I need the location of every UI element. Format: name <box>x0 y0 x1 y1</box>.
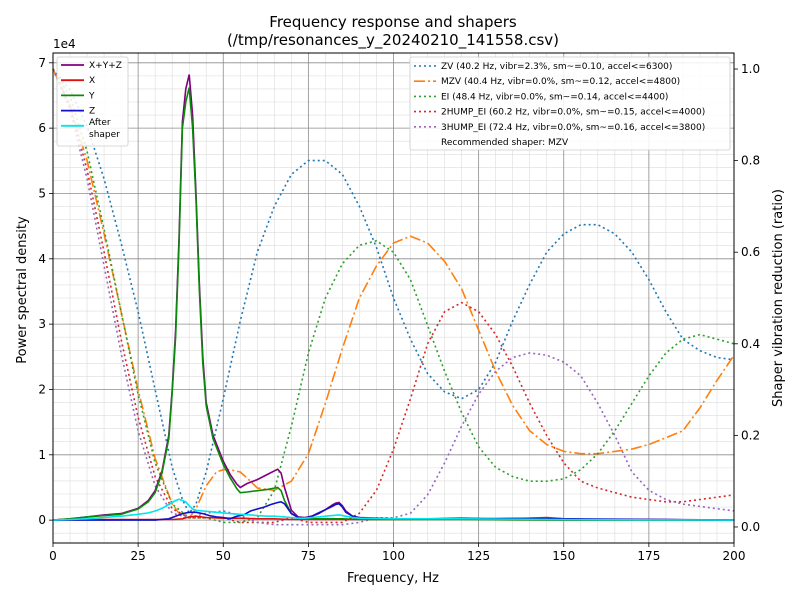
y2-tick-label: 0.2 <box>741 428 760 442</box>
y-tick-label: 7 <box>38 56 46 70</box>
y-tick-label: 0 <box>38 513 46 527</box>
legend-left-label: After <box>89 118 111 128</box>
legend-left-box <box>56 56 129 147</box>
y-tick-label: 2 <box>38 382 46 396</box>
x-tick-label: 0 <box>49 549 57 563</box>
y-axis-label: Power spectral density <box>15 216 30 364</box>
shaper-series-line <box>52 68 735 515</box>
y-tick-label: 4 <box>38 252 46 266</box>
series-layer <box>52 68 735 526</box>
legend-right-box <box>409 56 731 151</box>
y-offset-label: 1e4 <box>53 37 76 51</box>
legend-right-label: EI (48.4 Hz, vibr=0.0%, sm~=0.14, accel<… <box>441 92 668 102</box>
shaper-series-line <box>52 68 735 524</box>
x-tick-label: 200 <box>723 549 746 563</box>
x-tick-label: 100 <box>382 549 405 563</box>
legend-right-label: 3HUMP_EI (72.4 Hz, vibr=0.0%, sm~=0.16, … <box>441 123 705 133</box>
shaper-series-line <box>52 68 735 519</box>
x-tick-label: 50 <box>216 549 231 563</box>
legend-left-label: X <box>89 76 95 86</box>
y2-tick-label: 0.8 <box>741 154 760 168</box>
recommended-shaper-text: Recommended shaper: MZV <box>441 138 569 148</box>
x-tick-label: 75 <box>301 549 316 563</box>
y2-tick-label: 0.0 <box>741 520 760 534</box>
x-axis-label: Frequency, Hz <box>347 571 439 586</box>
legend-right-label: ZV (40.2 Hz, vibr=2.3%, sm~=0.10, accel<… <box>441 62 672 72</box>
y2-tick-label: 0.4 <box>741 337 760 351</box>
y-tick-label: 5 <box>38 186 46 200</box>
shaper-series-line <box>52 68 735 524</box>
y2-tick-label: 1.0 <box>741 62 760 76</box>
legend-left-label: shaper <box>89 130 120 140</box>
legend-left-label: Y <box>88 91 95 101</box>
y-tick-label: 3 <box>38 317 46 331</box>
chart-subtitle: (/tmp/resonances_y_20240210_141558.csv) <box>227 31 559 50</box>
y-tick-label: 6 <box>38 121 46 135</box>
psd-series-line <box>52 87 734 521</box>
y2-axis-label: Shaper vibration reduction (ratio) <box>771 189 786 407</box>
legend-left-label: Z <box>89 107 95 117</box>
legend-right: ZV (40.2 Hz, vibr=2.3%, sm~=0.10, accel<… <box>409 56 731 151</box>
y2-tick-label: 0.6 <box>741 245 760 259</box>
legend-right-label: 2HUMP_EI (60.2 Hz, vibr=0.0%, sm~=0.15, … <box>441 108 705 118</box>
axes: 0 25 50 75 100 125 150 175 200 0 1 2 3 4 5 6 7 0.0 0.2 0.4 0… <box>38 56 760 563</box>
legend-left-label: X+Y+Z <box>89 61 122 71</box>
x-tick-label: 150 <box>552 549 575 563</box>
chart-title: Frequency response and shapers <box>269 13 517 31</box>
x-tick-label: 25 <box>130 549 145 563</box>
shaper-series-line <box>52 68 735 526</box>
y-tick-label: 1 <box>38 448 46 462</box>
x-tick-label: 175 <box>637 549 660 563</box>
legend-right-label: MZV (40.4 Hz, vibr=0.0%, sm~=0.12, accel… <box>441 77 680 87</box>
psd-series-line <box>52 498 735 521</box>
x-tick-label: 125 <box>467 549 490 563</box>
psd-series-line <box>53 500 735 521</box>
